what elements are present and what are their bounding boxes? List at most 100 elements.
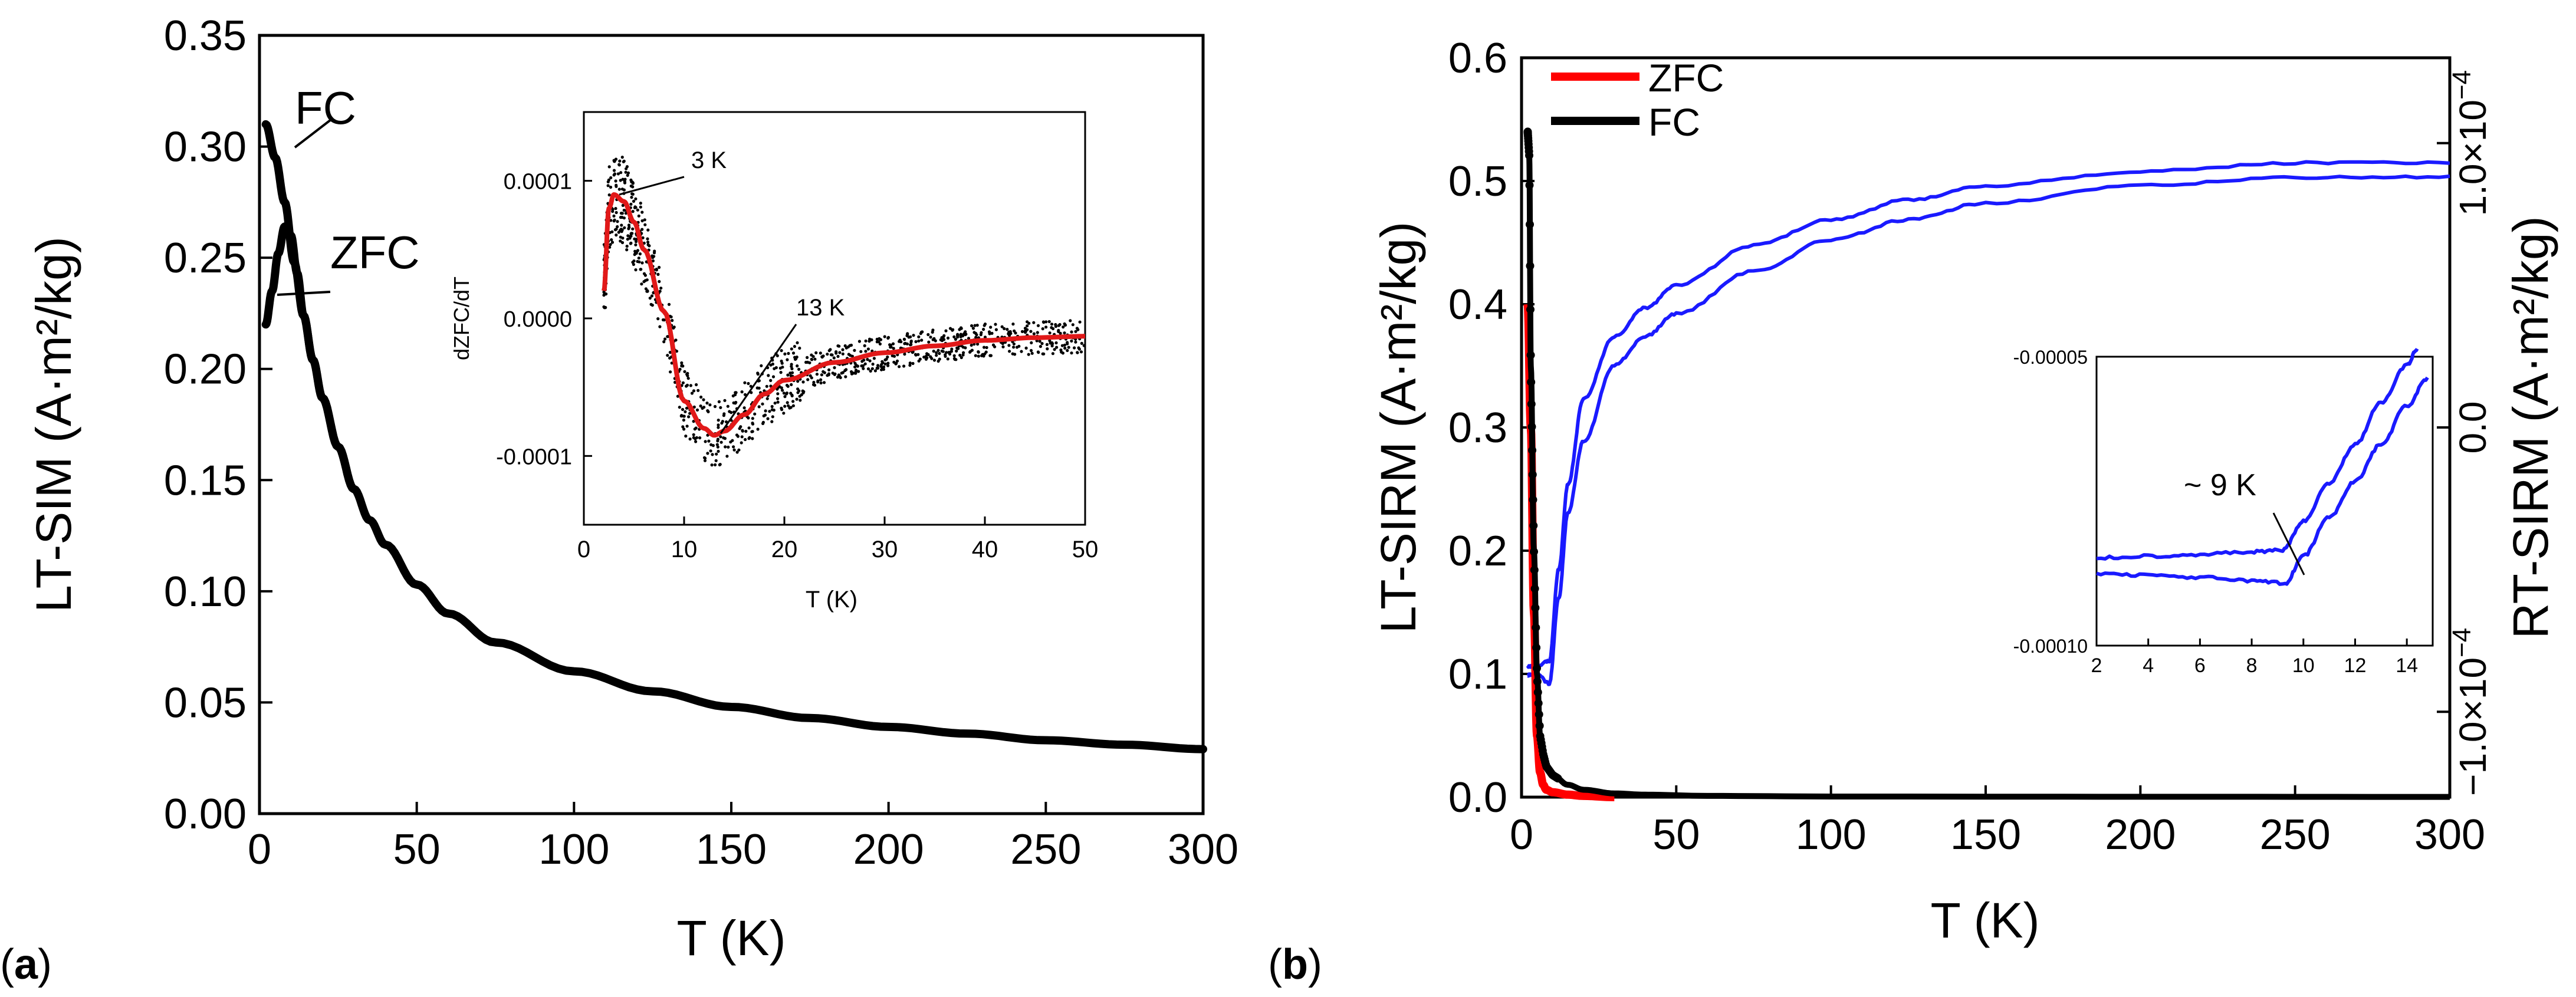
panel-a-inset-point <box>870 367 874 370</box>
panel-a-inset-point <box>727 445 730 449</box>
panel-a-inset-point <box>761 420 765 424</box>
panel-a-inset-point <box>704 456 707 460</box>
panel-a-inset-point <box>710 463 714 467</box>
panel-a-inset-point <box>751 437 754 440</box>
panel-a-inset-point <box>629 232 633 235</box>
panel-a-inset-point <box>629 202 633 206</box>
panel-a-inset-point <box>820 373 823 377</box>
panel-a-inset-point <box>1076 328 1080 331</box>
panel-a-inset-point <box>1066 348 1069 353</box>
panel-a-inset-point <box>693 427 696 431</box>
panel-b-y-axis-label: LT-SIRM (A·m²/kg) <box>1371 222 1426 633</box>
panel-a-inset-point <box>833 373 836 376</box>
panel-b-fc-marker <box>1529 521 1538 530</box>
panel-a-inset-point <box>980 354 984 357</box>
panel-a-inset-point <box>836 344 840 348</box>
panel-a-inset-point <box>676 394 679 398</box>
panel-a-inset-point <box>815 373 819 376</box>
panel-a-inset-point <box>925 356 929 360</box>
panel-a-inset-point <box>622 216 626 220</box>
panel-a-inset-point <box>976 343 980 346</box>
panel-b-inset-series-upper <box>2096 348 2419 561</box>
panel-a-inset-point <box>853 361 857 366</box>
panel-a-inset-point <box>791 404 795 407</box>
panel-a-inset-y-tick-label: 0.0001 <box>504 170 572 195</box>
panel-a-inset-point <box>827 368 831 372</box>
panel-a-inset-point <box>709 449 712 453</box>
panel-a-x-tick-label: 0 <box>248 826 271 873</box>
panel-a-inset-point <box>864 339 868 343</box>
panel-b-fc-marker <box>1530 584 1539 593</box>
panel-b-chart: 0 50 100 150 200 250 300 0.0 0.1 0.2 0.3 0.4 0.5 0.6… <box>1371 35 2558 948</box>
panel-a-inset-point <box>767 374 770 377</box>
panel-a-inset-point <box>891 354 894 358</box>
panel-a-inset-point <box>951 328 955 331</box>
panel-a-inset-point <box>717 449 720 453</box>
panel-a-inset-point <box>646 237 649 241</box>
panel-a-inset-point <box>810 357 813 361</box>
panel-a-inset-point <box>610 238 613 242</box>
panel-b-y-tick-label: 0.1 <box>1448 651 1507 698</box>
panel-a-inset-point <box>868 337 872 341</box>
panel-a-inset-point <box>1003 327 1006 331</box>
panel-a-inset-point <box>786 373 790 377</box>
panel-a-inset-point <box>629 234 633 238</box>
panel-a-inset-point <box>719 406 722 409</box>
panel-a-inset-point <box>1015 346 1019 349</box>
panel-a-inset-point <box>1001 342 1004 346</box>
panel-b-fc-marker <box>1553 774 1562 783</box>
panel-a-inset-point <box>841 348 845 351</box>
panel-a-inset-point <box>602 305 606 309</box>
panel-a-inset-point <box>944 353 947 357</box>
panel-a-inset-point <box>878 342 882 346</box>
panel-a-inset-point <box>633 253 636 256</box>
panel-a-inset-point <box>717 419 720 422</box>
panel-a-inset-point <box>776 354 779 358</box>
panel-a-inset-point <box>1032 321 1036 324</box>
panel-a-inset-point <box>977 350 980 354</box>
panel-a-inset-point <box>1039 345 1042 348</box>
panel-a-inset-point <box>1069 319 1072 323</box>
panel-a-inset-point <box>707 439 711 443</box>
panel-a-x-tick-label: 150 <box>696 826 767 873</box>
panel-b-inset-x-tick-label: 6 <box>2194 654 2206 677</box>
panel-a-inset-point <box>695 408 699 412</box>
panel-a-inset-point <box>776 400 780 404</box>
panel-a-inset-point <box>909 335 912 339</box>
panel-a-x-tick-label: 100 <box>538 826 609 873</box>
panel-a-inset-point <box>862 358 866 362</box>
panel-a-inset-point <box>756 427 760 431</box>
panel-a-inset-point <box>1029 348 1033 353</box>
panel-b-series-rt-sirm <box>1526 174 2450 686</box>
panel-a-inset-point <box>892 347 895 350</box>
panel-a-inset-point <box>643 274 647 277</box>
panel-a-inset-point <box>869 369 872 373</box>
panel-a-y-tick-label: 0.05 <box>164 679 247 726</box>
panel-a-inset-point <box>1001 345 1005 348</box>
panel-a-inset-point <box>770 420 774 423</box>
panel-a-inset-point <box>682 418 685 422</box>
panel-a-inset-point <box>685 425 689 428</box>
panel-a-inset-point <box>771 362 774 366</box>
panel-b-fc-marker <box>1530 565 1539 574</box>
panel-a-inset-point <box>681 425 685 429</box>
panel-a-inset-point <box>919 330 924 334</box>
panel-a-inset-point <box>655 268 658 272</box>
panel-a-inset-point <box>1000 325 1004 328</box>
panel-a-inset-point <box>776 397 780 400</box>
panel-a-y-tick-label: 0.30 <box>164 124 247 171</box>
panel-a-inset-point <box>755 386 759 390</box>
panel-a-inset-point <box>781 366 784 369</box>
panel-a-inset-point <box>952 335 956 339</box>
panel-a-inset-point <box>607 165 611 169</box>
panel-a-inset-point <box>1012 342 1016 346</box>
panel-a-inset-point <box>681 381 685 384</box>
panel-b-x-axis-label: T (K) <box>1930 893 2039 948</box>
panel-a-inset-point <box>922 356 926 359</box>
panel-a-inset-point <box>833 366 836 370</box>
panel-b-inset-series-lower <box>2096 376 2429 586</box>
panel-a-inset-point <box>756 371 760 375</box>
panel-a-inset-point <box>619 171 623 175</box>
panel-a-inset-point <box>768 410 771 413</box>
